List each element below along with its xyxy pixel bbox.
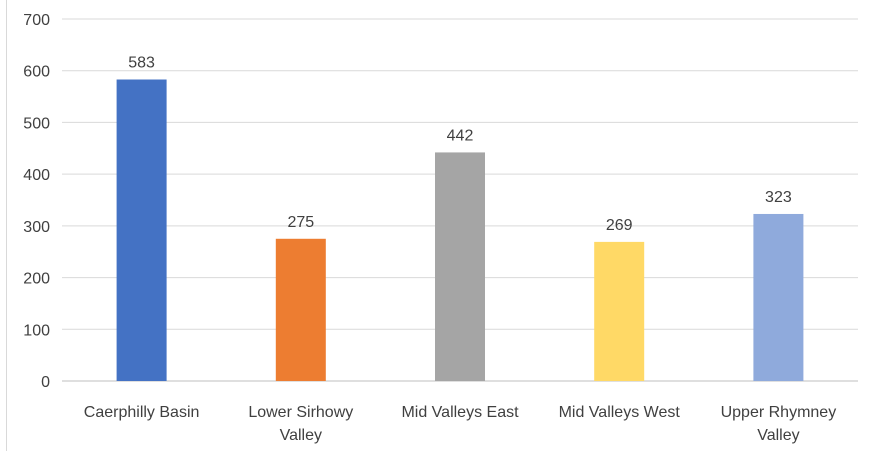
x-tick-label: Lower Sirhowy Valley — [248, 404, 353, 444]
bar — [116, 79, 167, 382]
y-tick-label: 200 — [23, 271, 50, 288]
x-tick-label-line: Mid Valleys West — [559, 404, 681, 421]
x-tick-label-line: Valley — [757, 427, 799, 444]
y-tick-label: 500 — [23, 115, 50, 132]
x-tick-label-line: Mid Valleys East — [401, 404, 519, 421]
y-tick-label: 700 — [23, 12, 50, 29]
data-label: 269 — [606, 217, 633, 234]
y-axis-tick-labels: 0 100 200 300 400 500 600 700 — [23, 12, 50, 391]
bar — [435, 152, 485, 381]
data-labels: 583 275 442 269 323 — [128, 55, 792, 234]
x-tick-label: Caerphilly Basin — [84, 404, 200, 421]
data-label: 323 — [765, 189, 792, 206]
x-tick-label-line: Lower Sirhowy — [248, 404, 353, 421]
y-tick-label: 400 — [23, 167, 50, 184]
y-tick-label: 100 — [23, 322, 50, 339]
bar — [753, 213, 804, 381]
x-tick-label-line: Valley — [280, 427, 322, 444]
x-tick-label-line: Upper Rhymney — [721, 404, 837, 421]
x-tick-label-line: Caerphilly Basin — [84, 404, 200, 421]
data-label: 583 — [128, 55, 155, 72]
chart-frame-left-border — [6, 0, 7, 451]
y-tick-label: 600 — [23, 64, 50, 81]
x-tick-label: Upper Rhymney Valley — [721, 404, 837, 444]
data-label: 275 — [287, 214, 314, 231]
bars — [116, 79, 804, 382]
x-tick-label: Mid Valleys West — [559, 404, 681, 421]
x-axis-tick-labels: Caerphilly Basin Lower Sirhowy Valley Mid V… — [84, 404, 836, 444]
y-tick-label: 0 — [41, 374, 50, 391]
data-label: 442 — [447, 127, 474, 144]
bar — [594, 241, 645, 381]
y-tick-label: 300 — [23, 219, 50, 236]
bar — [275, 238, 326, 381]
x-tick-label: Mid Valleys East — [401, 404, 519, 421]
